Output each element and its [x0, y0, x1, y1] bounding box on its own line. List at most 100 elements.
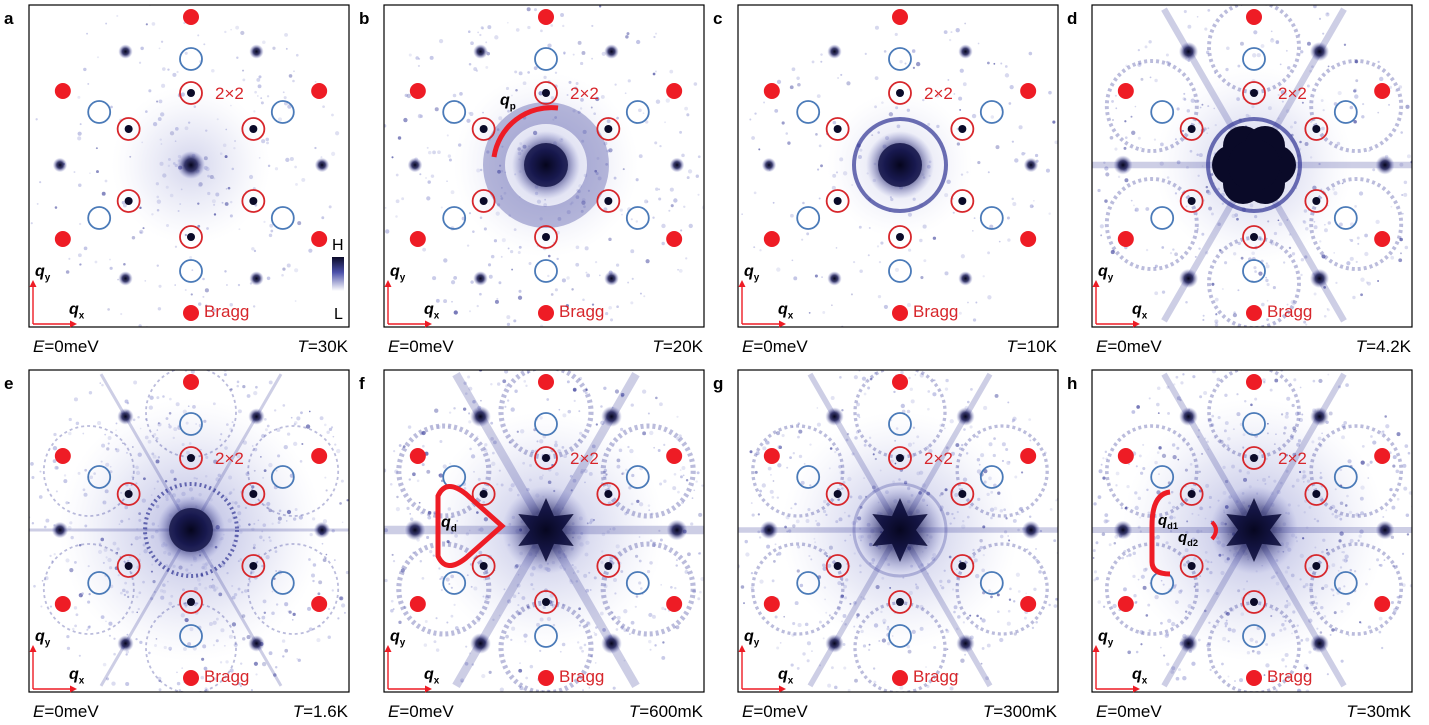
speckle: [926, 684, 930, 688]
speckle: [944, 387, 949, 391]
speckle: [644, 199, 648, 204]
speckle: [1079, 526, 1081, 528]
speckle: [835, 520, 839, 524]
speckle: [926, 446, 930, 450]
qd1-label: qd1: [1158, 512, 1178, 531]
speckle: [512, 594, 517, 599]
speckle: [1403, 486, 1408, 491]
hollow-blue-circle: [796, 100, 821, 124]
speckle: [794, 502, 797, 506]
speckle: [1253, 30, 1258, 35]
speckle: [874, 76, 879, 81]
speckle: [1292, 610, 1296, 614]
speckle: [1372, 440, 1377, 445]
speckle: [1137, 525, 1141, 529]
speckle: [1221, 288, 1224, 291]
bragg-peak: [538, 9, 554, 25]
speckle: [868, 436, 872, 440]
speckle: [1017, 590, 1021, 593]
speckle: [927, 336, 929, 338]
speckle: [353, 487, 357, 491]
speckle: [506, 315, 511, 320]
speckle: [168, 646, 173, 651]
speckle: [184, 126, 189, 131]
speckle: [224, 155, 228, 159]
speckle: [1183, 98, 1187, 101]
speckle: [108, 634, 111, 637]
label-2x2: 2×2: [1278, 84, 1307, 103]
qy-label: qy: [390, 628, 406, 648]
speckle: [562, 24, 565, 28]
speckle: [1216, 377, 1221, 382]
speckle: [162, 395, 165, 398]
speckle: [847, 688, 851, 692]
peak-spot: [314, 157, 330, 173]
speckle: [274, 167, 279, 171]
speckle: [894, 267, 900, 272]
speckle: [776, 646, 780, 650]
speckle: [1104, 166, 1109, 171]
speckle: [104, 489, 109, 494]
speckle: [136, 527, 139, 531]
bragg-peak: [892, 670, 908, 686]
speckle: [853, 625, 856, 628]
speckle: [266, 424, 270, 428]
speckle: [645, 259, 650, 264]
speckle: [681, 501, 684, 505]
web-arc: [498, 370, 594, 460]
speckle: [107, 442, 110, 445]
speckle: [536, 199, 542, 204]
speckle: [575, 82, 579, 85]
speckle: [1182, 675, 1187, 681]
speckle: [1279, 63, 1282, 66]
peak-spot: [249, 271, 264, 286]
speckle: [488, 670, 492, 674]
speckle: [163, 645, 167, 650]
speckle: [259, 535, 263, 540]
speckle: [1340, 609, 1344, 613]
speckle: [492, 440, 497, 445]
speckle: [142, 543, 146, 547]
speckle: [499, 164, 502, 167]
speckle: [55, 490, 58, 493]
qy-label: qy: [35, 628, 51, 648]
speckle: [1338, 539, 1342, 543]
speckle: [1228, 357, 1232, 361]
speckle: [1065, 150, 1069, 154]
speckle: [487, 263, 492, 267]
speckle: [808, 312, 811, 314]
speckle: [973, 217, 976, 220]
speckle: [670, 204, 674, 208]
speckle: [811, 650, 813, 653]
speckle: [635, 220, 639, 223]
speckle: [268, 508, 273, 513]
speckle: [497, 169, 501, 174]
qd2-label-sub: d2: [1187, 538, 1198, 548]
speckle: [766, 544, 771, 549]
speckle: [1368, 568, 1371, 571]
speckle: [174, 284, 176, 286]
speckle: [904, 62, 907, 65]
speckle: [798, 429, 803, 434]
speckle: [1313, 225, 1318, 230]
speckle: [1207, 448, 1210, 451]
speckle: [858, 225, 862, 229]
speckle: [87, 628, 89, 630]
speckle: [1367, 281, 1371, 286]
speckle: [1239, 41, 1244, 46]
speckle: [308, 558, 311, 561]
speckle: [1367, 477, 1370, 479]
qpi-map: [384, 370, 704, 692]
speckle: [1199, 395, 1203, 399]
speckle: [344, 611, 346, 614]
speckle: [1131, 130, 1136, 135]
speckle: [125, 653, 128, 656]
speckle: [945, 511, 950, 516]
speckle: [254, 502, 257, 504]
speckle: [501, 145, 504, 148]
peak-spot: [1179, 634, 1198, 653]
speckle: [301, 443, 304, 445]
bragg-peak: [409, 596, 426, 612]
speckle: [167, 68, 170, 71]
speckle: [1130, 199, 1133, 202]
